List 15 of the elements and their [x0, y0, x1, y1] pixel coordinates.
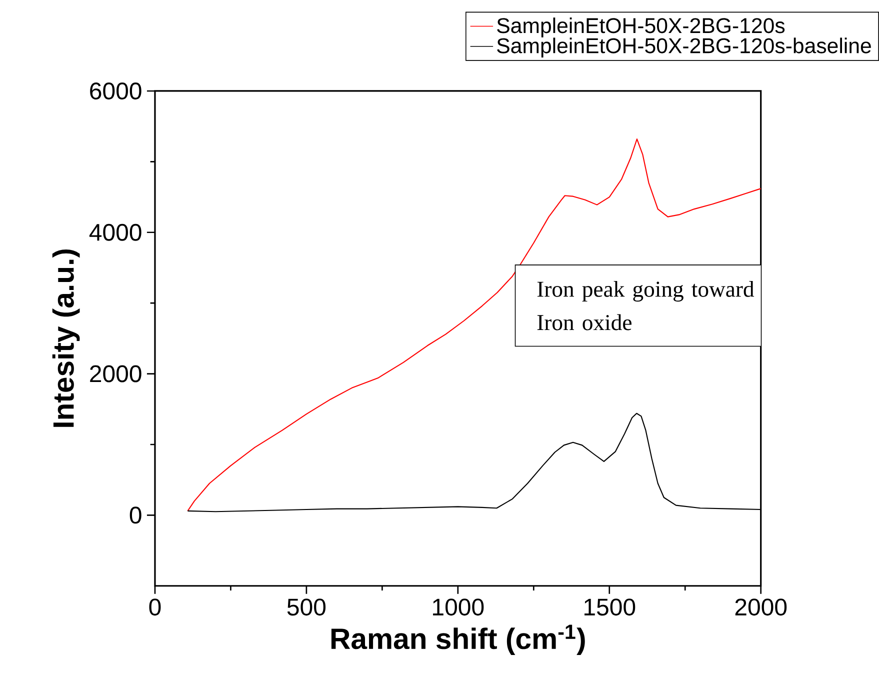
x-tick-label: 500 — [287, 598, 326, 616]
x-axis-title: Raman shift (cm$^{-1}$) — [331, 624, 585, 656]
legend-label: SampleinEtOH-50X-2BG-120s-baseline — [497, 38, 871, 58]
y-tick-label: 2000 — [90, 365, 142, 382]
y-axis-title: Intesity (a.u.) — [52, 250, 80, 427]
line-series — [187, 138, 761, 512]
x-tick-label: 0 — [149, 598, 161, 616]
y-tick-label: 0 — [130, 506, 142, 524]
legend-label: SampleinEtOH-50X-2BG-120s — [497, 18, 785, 38]
x-tick-label: 1000 — [433, 598, 484, 616]
y-tick-label: 4000 — [89, 224, 142, 241]
x-tick-label: 2000 — [735, 598, 787, 616]
x-tick-label: 1500 — [584, 598, 636, 616]
annotation: Iron peak going toward Iron oxide — [537, 281, 754, 330]
y-tick-label: 6000 — [90, 82, 142, 100]
